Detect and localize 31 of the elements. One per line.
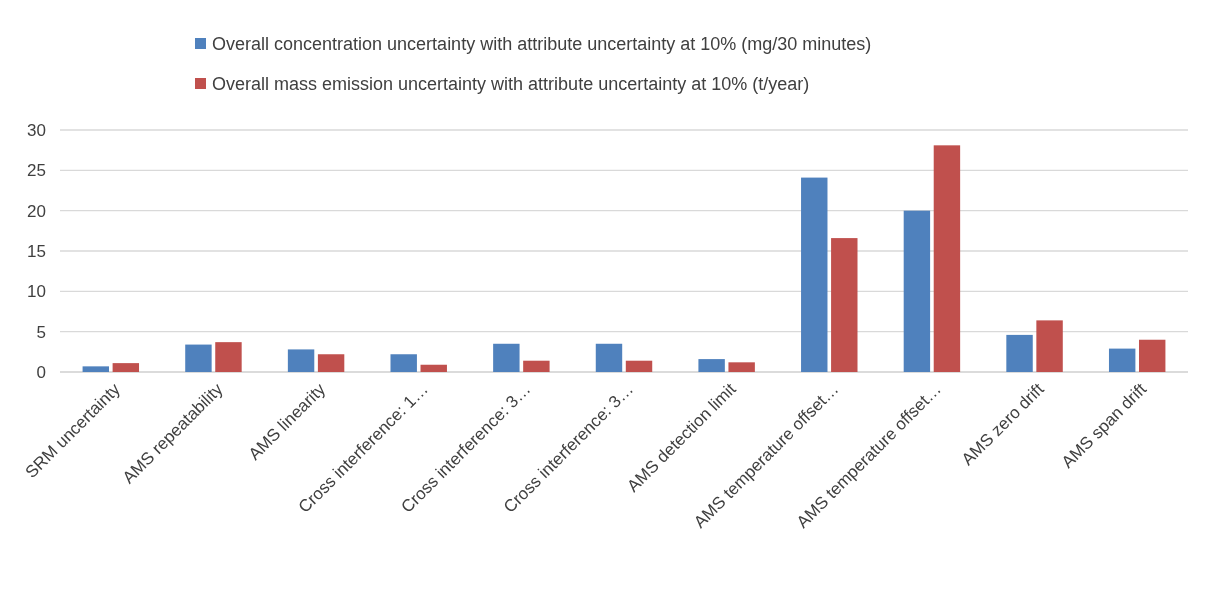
y-tick-label: 25 [27,161,46,181]
bar [1006,334,1033,372]
y-tick-label: 30 [27,120,46,140]
bar [185,344,212,372]
bar [390,354,417,372]
bar [493,343,520,372]
bar [112,363,140,372]
bar [420,364,447,372]
bar [595,343,623,372]
y-tick-label: 20 [27,201,46,221]
y-tick-label: 5 [36,322,46,342]
bar [523,360,550,372]
bar [831,238,858,372]
bar [287,349,315,372]
bar [698,359,725,372]
y-tick-label: 0 [36,362,46,382]
legend-label: Overall concentration uncertainty with attribute uncertainty at 10% (mg/30 minutes) [212,34,872,55]
bar [1036,320,1063,372]
bar [801,177,828,372]
bar [215,342,242,372]
bar [1108,348,1136,372]
bar [728,362,755,372]
bar [1139,339,1166,372]
bar [903,210,931,372]
y-tick-label: 15 [27,241,46,261]
legend-label: Overall mass emission uncertainty with attribute uncertainty at 10% (t/year) [212,74,810,95]
bar [933,145,961,372]
y-tick-label: 10 [27,282,46,302]
bar [317,354,345,372]
bar [82,366,109,372]
bar [625,360,653,372]
